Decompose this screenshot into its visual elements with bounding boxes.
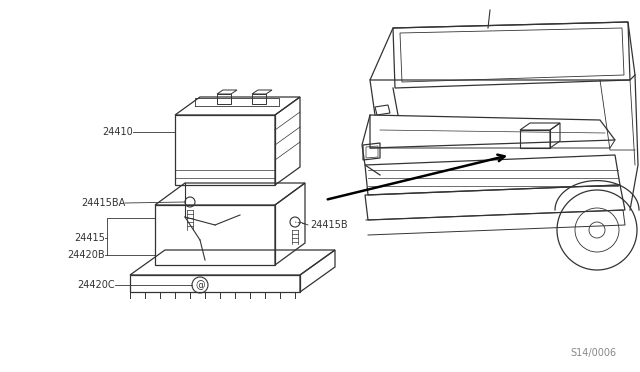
Text: 24420B: 24420B [67,250,105,260]
Text: 24420C: 24420C [77,280,115,290]
Text: 24415BA: 24415BA [81,198,125,208]
Text: S14/0006: S14/0006 [570,348,616,358]
Text: 24415: 24415 [74,233,105,243]
Text: @: @ [195,280,205,290]
Text: 24410: 24410 [102,127,133,137]
Text: 24415B: 24415B [310,220,348,230]
